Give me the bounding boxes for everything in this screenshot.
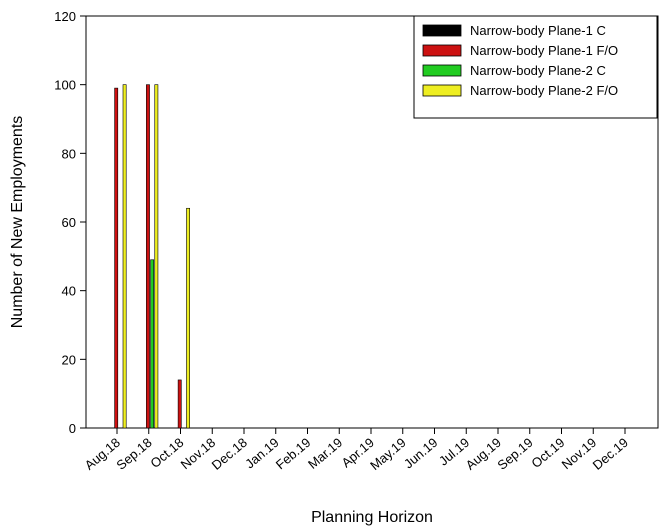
- legend-label: Narrow-body Plane-1 F/O: [470, 43, 618, 58]
- y-axis-title: Number of New Employments: [9, 116, 26, 329]
- x-tick-label: Mar.19: [305, 435, 345, 472]
- bar: [186, 207, 191, 429]
- bar: [122, 84, 127, 429]
- x-tick-label: Dec.18: [209, 435, 250, 473]
- x-tick-label: Feb.19: [273, 435, 314, 473]
- y-tick-label: 100: [54, 78, 76, 93]
- bar: [146, 84, 150, 429]
- bars: [114, 84, 191, 429]
- y-tick-label: 0: [69, 421, 76, 436]
- y-tick-label: 80: [62, 146, 76, 161]
- x-tick-label: May.19: [367, 435, 409, 473]
- y-tick-label: 20: [62, 352, 76, 367]
- x-tick-label: Dec.19: [590, 435, 631, 473]
- y-tick-label: 120: [54, 9, 76, 24]
- legend-swatch: [422, 64, 462, 77]
- x-tick-label: Jun.19: [401, 435, 441, 472]
- x-tick-label: Sep.18: [113, 435, 154, 473]
- x-tick-label: Aug.19: [463, 435, 504, 473]
- legend-swatch: [422, 84, 462, 97]
- x-axis-title: Planning Horizon: [311, 509, 433, 526]
- x-axis: Aug.18Sep.18Oct.18Nov.18Dec.18Jan.19Feb.…: [82, 428, 631, 473]
- x-tick-label: Aug.18: [82, 435, 123, 473]
- bar: [150, 259, 155, 429]
- legend-swatch: [422, 24, 462, 37]
- bar: [154, 84, 159, 429]
- y-tick-label: 40: [62, 284, 76, 299]
- y-axis: 0 20 40 60 80 100 120: [54, 9, 86, 436]
- x-tick-label: Sep.19: [494, 435, 535, 473]
- legend-label: Narrow-body Plane-1 C: [470, 23, 606, 38]
- bar: [177, 379, 182, 429]
- x-tick-label: Jan.19: [242, 435, 282, 472]
- bar: [114, 87, 119, 429]
- y-tick-label: 60: [62, 215, 76, 230]
- legend: Narrow-body Plane-1 C Narrow-body Plane-1…: [413, 15, 658, 119]
- legend-swatch: [422, 44, 462, 57]
- legend-label: Narrow-body Plane-2 F/O: [470, 83, 618, 98]
- legend-label: Narrow-body Plane-2 C: [470, 63, 606, 78]
